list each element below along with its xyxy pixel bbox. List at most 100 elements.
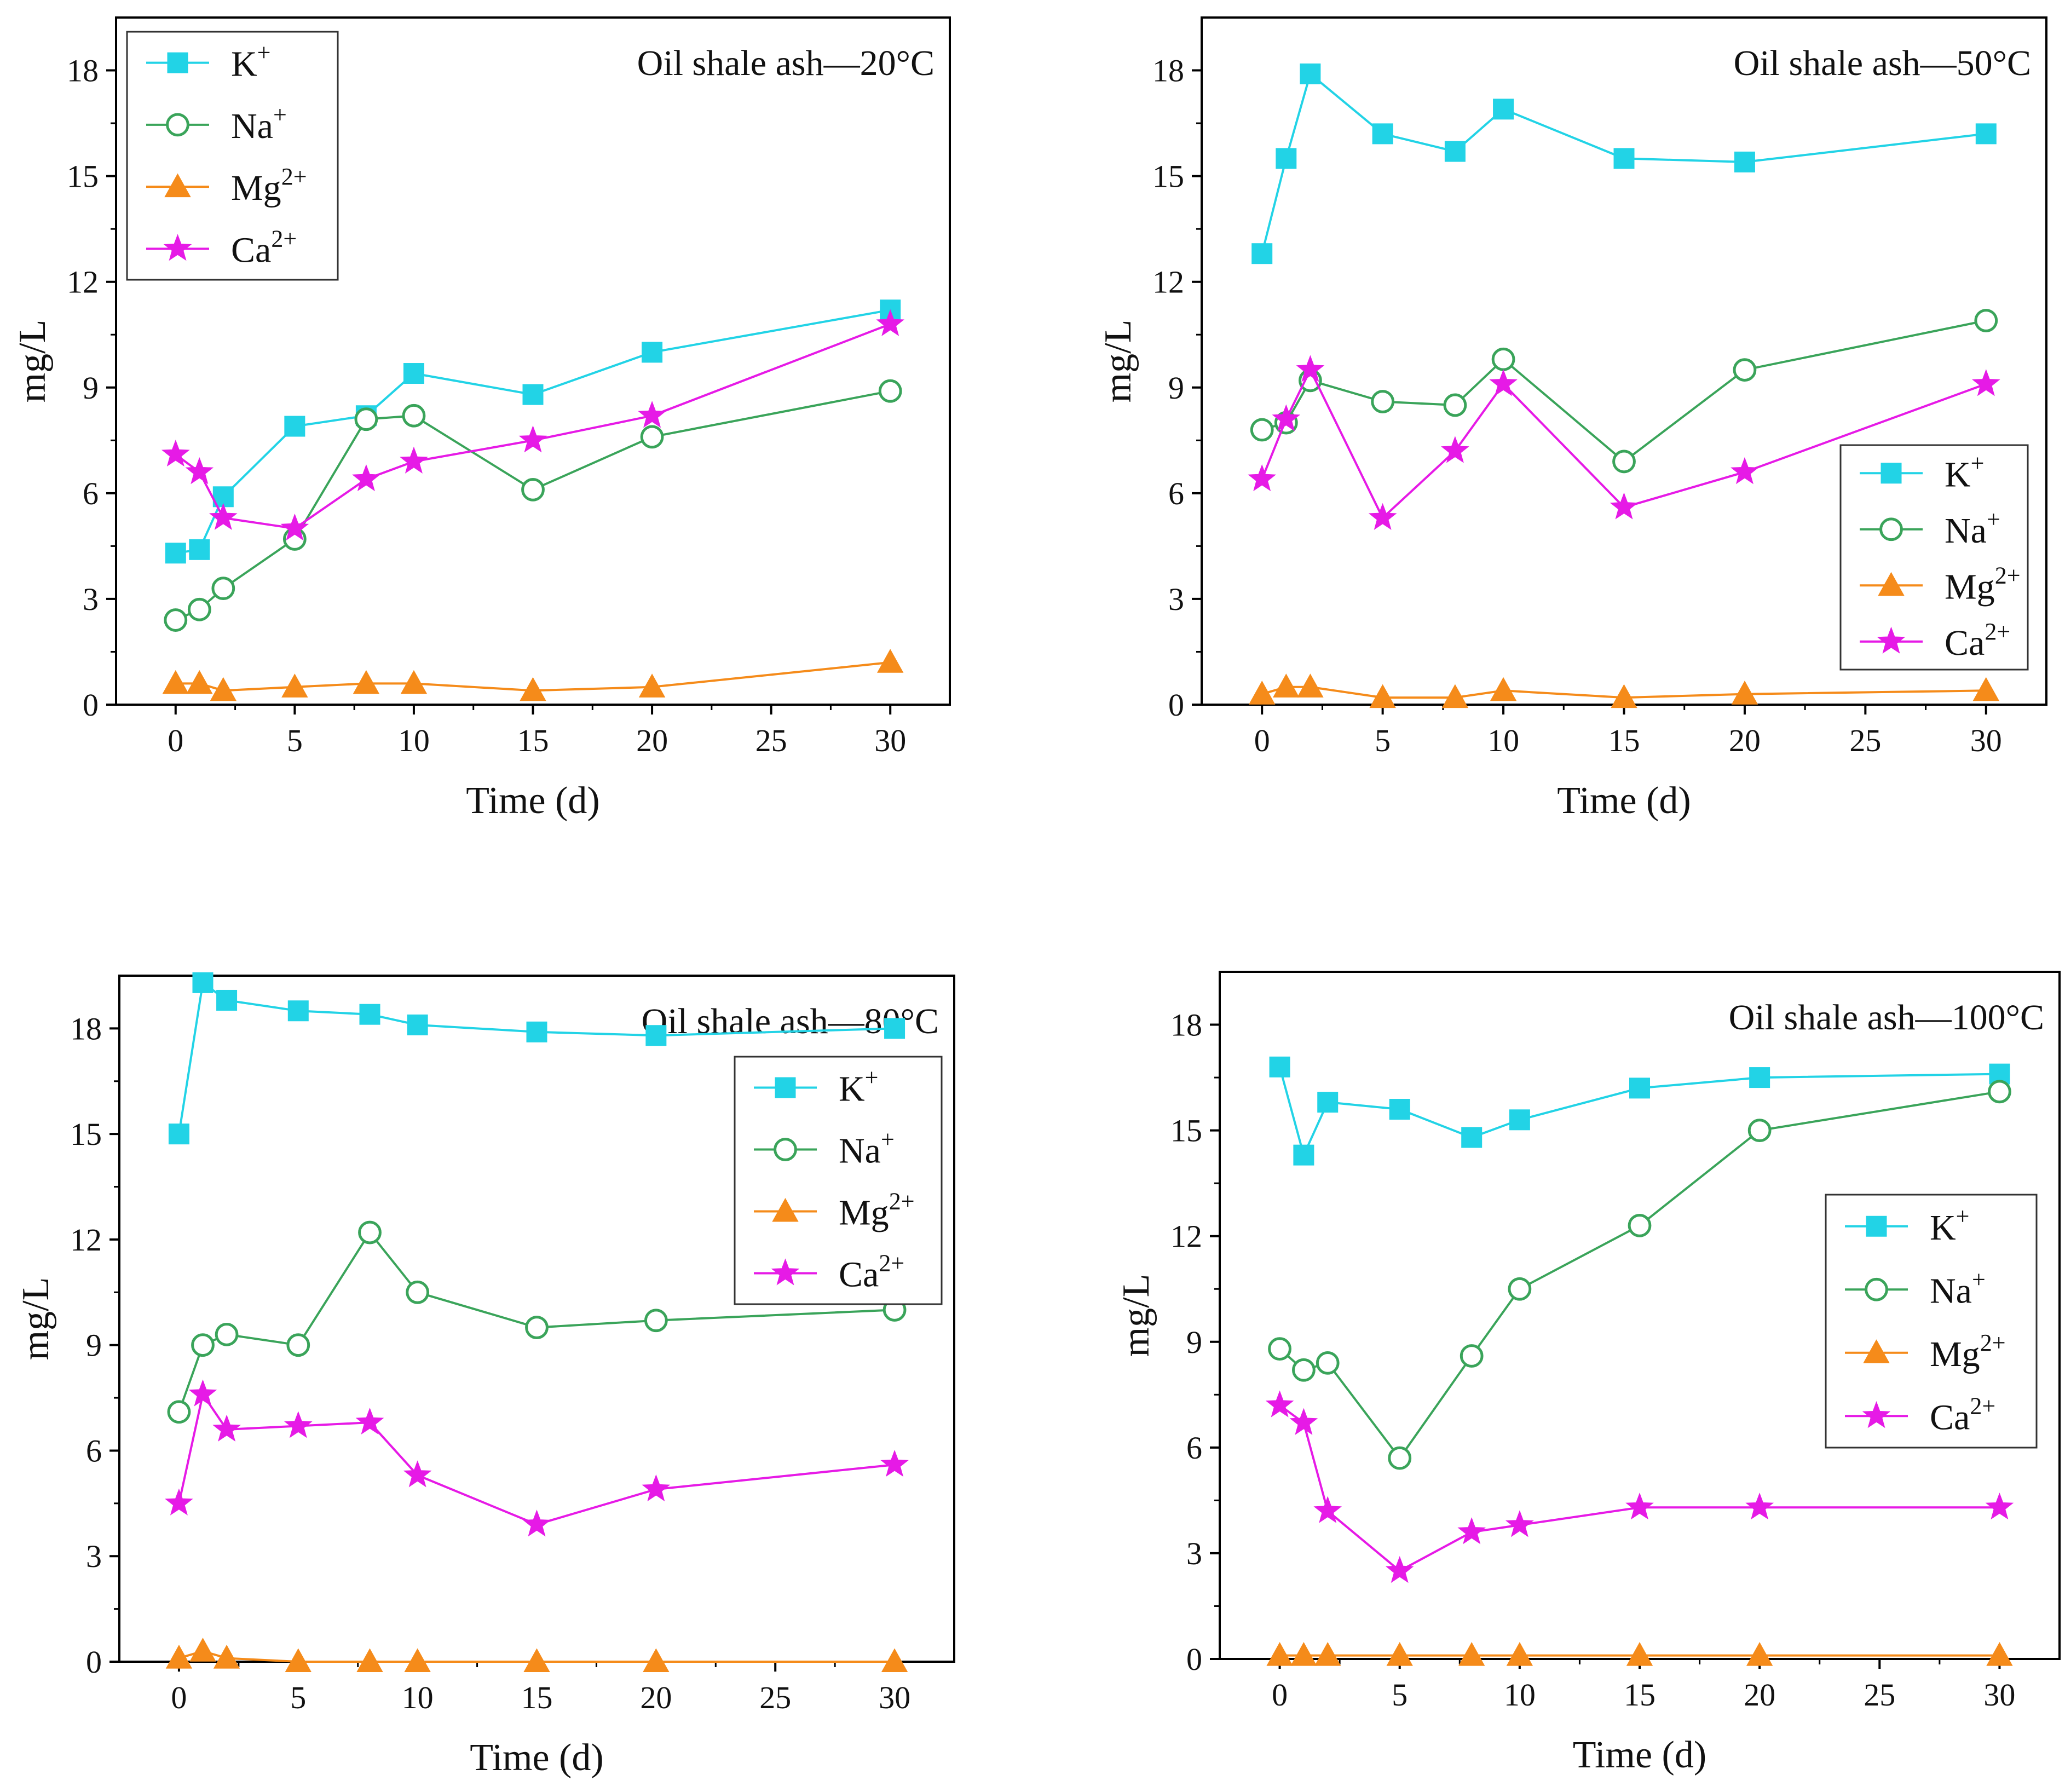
y-tick-label: 0 — [1168, 687, 1184, 723]
data-point-Ca — [185, 457, 214, 485]
y-tick-label: 3 — [1186, 1536, 1202, 1571]
y-tick-label: 3 — [1168, 581, 1184, 617]
legend-ion-symbol: Ca — [231, 230, 271, 270]
data-point-Ca — [1457, 1517, 1486, 1545]
x-tick-label: 0 — [171, 1680, 187, 1715]
data-point-Mg — [1249, 681, 1276, 705]
legend-marker-K — [1866, 1215, 1887, 1237]
data-point-K — [284, 416, 305, 437]
data-point-K — [403, 363, 424, 384]
data-point-Na — [1508, 1277, 1532, 1301]
x-tick-label: 10 — [398, 723, 430, 758]
legend-label-Na: Na+ — [1945, 506, 2000, 551]
legend-ion-charge: 2+ — [1980, 1329, 2006, 1356]
data-point-Ca — [161, 439, 190, 467]
legend-ion-charge: 2+ — [1970, 1392, 1995, 1419]
series-Ca — [1265, 1390, 2014, 1583]
legend-label-Mg: Mg2+ — [231, 163, 307, 208]
y-tick-label: 6 — [1168, 476, 1184, 511]
data-point-Mg — [285, 1648, 312, 1672]
data-point-Na — [1974, 309, 1998, 332]
legend-ion-charge: 2+ — [1985, 618, 2010, 645]
data-point-Mg — [1266, 1642, 1293, 1666]
series-Ca — [161, 309, 905, 541]
data-point-Ca — [280, 514, 309, 541]
legend-marker-K — [167, 52, 188, 73]
x-tick-label: 10 — [402, 1680, 434, 1715]
data-point-Mg — [1972, 677, 1999, 701]
legend-ion-symbol: Mg — [1945, 567, 1995, 607]
legend-ion-symbol: Mg — [1930, 1334, 1980, 1374]
legend-ion-charge: 2+ — [879, 1250, 904, 1277]
data-point-Mg — [1506, 1642, 1533, 1666]
y-axis-label: mg/L — [15, 1277, 57, 1361]
x-tick-label: 0 — [1272, 1677, 1288, 1713]
chart-panel-2: 0 3 6 9 12 15 18 0 5 10 15 20 25 30 Time (d) mg/L Oil sh… — [1097, 16, 2047, 822]
legend-ion-charge: + — [1956, 1203, 1970, 1230]
data-point-K — [1317, 1092, 1339, 1113]
legend-label-Ca: Ca2+ — [1930, 1392, 1995, 1437]
data-point-Mg — [1746, 1642, 1773, 1666]
data-point-K — [168, 1123, 189, 1145]
y-tick-label: 6 — [1186, 1430, 1202, 1466]
y-tick-label: 6 — [83, 476, 99, 511]
data-point-K — [192, 972, 214, 993]
series-Mg — [1249, 673, 1999, 708]
data-point-Mg — [1441, 684, 1469, 708]
y-tick-label: 15 — [70, 1116, 102, 1152]
data-point-Ca — [642, 1474, 671, 1502]
legend-ion-symbol: Ca — [1945, 623, 1985, 663]
y-tick-label: 12 — [1152, 264, 1184, 300]
data-point-Mg — [1490, 677, 1517, 701]
legend-label-Mg: Mg2+ — [1930, 1329, 2006, 1374]
x-tick-label: 10 — [1487, 723, 1519, 758]
legend-marker-Na — [166, 113, 189, 137]
x-tick-label: 30 — [874, 723, 906, 758]
data-point-Ca — [1265, 1390, 1294, 1418]
data-point-Mg — [1297, 673, 1324, 698]
legend-ion-charge: + — [865, 1064, 879, 1091]
legend-marker-Mg — [772, 1197, 799, 1222]
series-Na — [1268, 1080, 2011, 1470]
data-point-K — [522, 384, 544, 405]
data-point-Ca — [165, 1488, 193, 1516]
legend-label-Na: Na+ — [1930, 1266, 1986, 1311]
x-tick-label: 20 — [1744, 1677, 1775, 1713]
x-tick-label: 0 — [168, 723, 183, 758]
data-point-Ca — [352, 464, 380, 492]
legend-ion-symbol: Mg — [231, 168, 281, 208]
data-point-K — [359, 1004, 380, 1025]
series-Na — [164, 379, 902, 632]
data-point-Ca — [403, 1460, 432, 1488]
data-point-Na — [167, 1400, 191, 1424]
y-tick-label: 9 — [1186, 1324, 1202, 1360]
legend: K+Na+Mg2+Ca2+ — [126, 31, 339, 281]
y-tick-label: 12 — [1170, 1219, 1202, 1254]
legend: K+Na+Mg2+Ca2+ — [1839, 444, 2029, 671]
x-tick-label: 25 — [1849, 723, 1881, 758]
chart-panel-4: 0 3 6 9 12 15 18 0 5 10 15 20 25 30 Time (d) mg/L Oil sh… — [1115, 971, 2061, 1776]
data-point-Mg — [1386, 1642, 1413, 1666]
x-tick-label: 0 — [1254, 723, 1270, 758]
legend-ion-charge: 2+ — [271, 225, 297, 252]
data-point-Ca — [355, 1407, 384, 1435]
data-point-Na — [354, 407, 378, 431]
data-point-Na — [164, 608, 188, 632]
data-point-Mg — [1314, 1642, 1341, 1666]
legend-ion-charge: 2+ — [889, 1188, 915, 1215]
legend-marker-Na — [774, 1138, 797, 1161]
data-point-Mg — [353, 670, 380, 694]
legend-label-Ca: Ca2+ — [1945, 618, 2010, 663]
data-point-Na — [1612, 450, 1636, 474]
data-point-Na — [1268, 1337, 1291, 1361]
data-point-Ca — [1489, 369, 1518, 396]
y-axis-label: mg/L — [11, 320, 54, 403]
y-axis-label: mg/L — [1115, 1274, 1157, 1357]
data-point-Ca — [1248, 464, 1276, 492]
data-point-Na — [191, 1333, 215, 1357]
y-tick-label: 3 — [86, 1539, 102, 1574]
chart-panel-1: 0 3 6 9 12 15 18 0 5 10 15 20 25 30 Time (d) mg/L Oil sh… — [11, 16, 951, 822]
data-point-K — [642, 342, 663, 363]
data-point-Mg — [881, 1648, 908, 1672]
data-point-Mg — [356, 1648, 383, 1672]
